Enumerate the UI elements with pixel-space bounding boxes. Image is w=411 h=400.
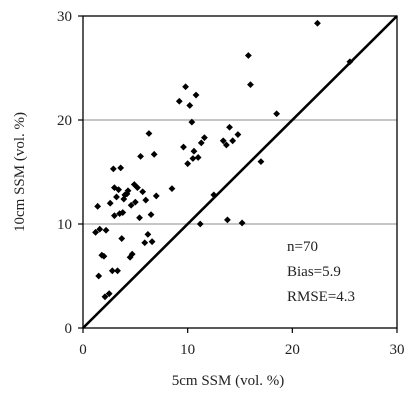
data-point: [244, 52, 252, 59]
data-point: [102, 226, 110, 234]
data-point: [119, 209, 127, 216]
y-tick-label: 0: [65, 321, 73, 337]
data-point: [111, 184, 118, 191]
y-tick-label: 10: [57, 217, 72, 233]
data-point: [192, 91, 200, 99]
data-point: [175, 97, 183, 105]
data-point: [120, 195, 128, 203]
data-point: [150, 150, 158, 158]
data-point: [190, 147, 198, 155]
data-point: [273, 110, 281, 118]
data-point: [92, 228, 99, 236]
data-point: [197, 139, 205, 147]
data-point: [117, 164, 125, 172]
x-tick-label: 30: [390, 342, 405, 358]
data-point: [219, 137, 227, 145]
data-point: [147, 211, 155, 219]
data-point: [247, 81, 254, 89]
data-point: [346, 58, 354, 66]
data-point: [95, 272, 103, 280]
x-axis-title: 5cm SSM (vol. %): [172, 373, 285, 389]
x-axis-ticks: 0 10 20 30: [79, 328, 405, 358]
data-point: [131, 198, 139, 206]
data-point: [114, 267, 121, 275]
data-point: [101, 293, 109, 301]
data-point: [222, 141, 230, 149]
data-point: [234, 131, 242, 138]
plot-frame: [82, 15, 398, 329]
data-point: [142, 196, 150, 204]
stat-bias: Bias=5.9: [287, 264, 341, 280]
x-tick-label: 20: [285, 342, 300, 358]
stat-n: n=70: [287, 239, 318, 255]
data-point: [152, 192, 160, 200]
y-axis-ticks: 0 10 20 30: [57, 9, 83, 337]
data-point: [210, 191, 218, 199]
data-point: [123, 190, 131, 198]
data-point: [116, 210, 124, 217]
data-point: [196, 220, 204, 228]
data-point: [139, 188, 147, 196]
data-point: [109, 165, 117, 173]
data-point: [141, 239, 149, 247]
data-point: [224, 216, 231, 224]
data-point: [148, 238, 156, 246]
data-point: [108, 267, 116, 275]
data-point: [194, 154, 202, 161]
data-points: [92, 19, 354, 301]
x-tick-label: 0: [79, 342, 87, 358]
data-point: [94, 202, 102, 210]
data-point: [180, 143, 187, 151]
data-point: [127, 201, 135, 209]
data-point: [201, 134, 208, 142]
data-point: [115, 186, 122, 194]
y-axis-title: 10cm SSM (vol. %): [12, 112, 28, 232]
data-point: [136, 214, 143, 222]
data-point: [257, 158, 265, 165]
one-to-one-line: [82, 15, 398, 329]
data-point: [118, 235, 126, 242]
data-point: [168, 185, 176, 193]
stat-rmse: RMSE=4.3: [287, 289, 355, 305]
data-point: [229, 137, 237, 145]
x-tick-label: 10: [180, 342, 195, 358]
data-point: [106, 199, 114, 207]
data-point: [124, 187, 132, 195]
data-point: [238, 219, 246, 227]
data-point: [189, 155, 197, 162]
y-tick-label: 20: [57, 113, 72, 129]
data-point: [105, 290, 113, 298]
data-point: [134, 184, 141, 191]
data-point: [113, 193, 120, 201]
data-point: [188, 118, 196, 126]
data-point: [137, 153, 144, 160]
y-tick-label: 30: [57, 9, 72, 25]
data-point: [314, 19, 321, 27]
data-point: [226, 123, 233, 131]
data-point: [100, 252, 108, 260]
data-point: [182, 83, 189, 91]
data-point: [111, 212, 118, 220]
data-point: [130, 181, 138, 188]
data-point: [96, 225, 104, 233]
data-point: [144, 231, 152, 238]
data-point: [186, 102, 194, 109]
data-point: [184, 160, 192, 168]
data-point: [145, 130, 153, 137]
data-point: [128, 250, 136, 258]
